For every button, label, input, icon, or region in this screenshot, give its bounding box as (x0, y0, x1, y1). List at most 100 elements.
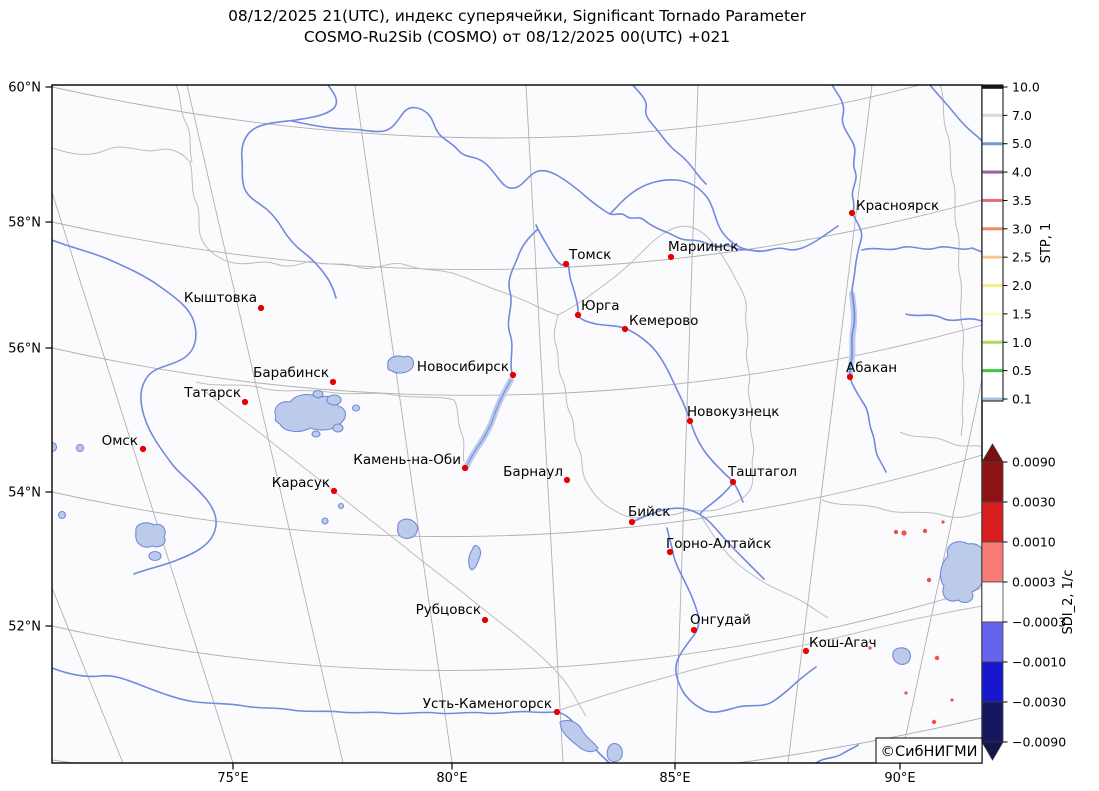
city-dot (139, 445, 147, 453)
stp-level-line (982, 397, 1003, 401)
city-marker: Кош-Агач (802, 635, 877, 655)
city-dot (628, 518, 636, 526)
city-dot (666, 548, 674, 556)
map-background (52, 85, 982, 763)
city-marker: Красноярск (848, 198, 939, 217)
city-label: Мариинск (668, 239, 738, 255)
city-label: Онгудай (690, 612, 751, 628)
city-label: Юрга (581, 298, 620, 314)
sdi2-tick-label: −0.0003 (1012, 615, 1066, 630)
city-dot (329, 378, 337, 386)
sdi2-tick-label: −0.0090 (1012, 735, 1066, 750)
lat-tick-label: 52°N (8, 620, 41, 635)
city-label: Красноярск (856, 198, 939, 214)
stp-level-line (982, 255, 1003, 259)
city-label: Барнаул (503, 464, 563, 480)
city-dot (574, 311, 582, 319)
city-marker: Томск (562, 247, 611, 268)
city-label: Бийск (628, 504, 670, 520)
sdi2-speck (941, 520, 945, 524)
stp-level-line (982, 284, 1003, 288)
city-marker: Карасук (272, 475, 338, 495)
city-dot (846, 373, 854, 381)
city-marker: Омск (102, 433, 147, 453)
sdi2-tick-label: 0.0010 (1012, 535, 1056, 550)
city-label: Таштагол (727, 464, 797, 480)
sdi2-segment (981, 621, 1004, 663)
sdi2-tick-label: 0.0003 (1012, 575, 1056, 590)
city-dot (802, 647, 810, 655)
stp-tick-label: 7.0 (1012, 108, 1032, 123)
city-label: Барабинск (253, 365, 329, 381)
city-marker: Татарск (183, 385, 249, 406)
lon-tick-label: 90°E (884, 771, 915, 786)
city-label: Новокузнецк (687, 404, 779, 420)
sdi2-tick-label: −0.0030 (1012, 695, 1066, 710)
stp-bar-outline (981, 84, 1004, 402)
city-markers: Кыштовка Омск Татарск Барабинск Новосибирск Т… (102, 198, 939, 716)
sdi2-speck (922, 528, 928, 534)
stp-tick-label: 2.5 (1012, 250, 1032, 265)
stp-level-line (982, 227, 1003, 231)
city-label: Рубцовск (416, 602, 481, 618)
city-marker: Кыштовка (184, 290, 265, 312)
city-label: Татарск (183, 385, 241, 401)
stp-level-line (982, 170, 1003, 174)
city-label: Абакан (846, 360, 897, 376)
city-label: Томск (568, 247, 611, 263)
sdi2-arrow-up (981, 443, 1004, 463)
city-dot (690, 626, 698, 634)
sdi2-speck (926, 577, 932, 583)
city-marker: Онгудай (690, 612, 751, 634)
sdi2-tick-label: −0.0010 (1012, 655, 1066, 670)
city-label: Карасук (272, 475, 330, 491)
stp-tick-label: 4.0 (1012, 165, 1032, 180)
city-marker: Барабинск (253, 365, 337, 386)
sdi2-colorbar-label: SDI_2, 1/c (1061, 570, 1076, 635)
title-line-2: COSMO-Ru2Sib (COSMO) от 08/12/2025 00(UT… (303, 28, 731, 46)
credit-text: ©СибНИГМИ (881, 744, 978, 760)
city-label: Усть-Каменогорск (423, 696, 552, 712)
graticule-grid (52, 85, 982, 763)
city-dot (686, 417, 694, 425)
sdi2-segment (981, 581, 1004, 623)
city-dot (481, 616, 489, 624)
stp-tick-label: 3.0 (1012, 221, 1032, 236)
city-dot (621, 325, 629, 333)
stp-level-line (982, 198, 1003, 202)
stp-level-line (982, 369, 1003, 373)
city-marker: Таштагол (727, 464, 797, 486)
city-label: Кыштовка (184, 290, 257, 306)
city-label: Кош-Агач (809, 635, 877, 651)
city-marker: Рубцовск (416, 602, 489, 624)
city-marker: Кемерово (621, 313, 698, 333)
stp-tick-label: 0.5 (1012, 363, 1032, 378)
sdi2-speck (868, 646, 872, 650)
sdi2-segment (981, 541, 1004, 583)
stp-level-line (982, 340, 1003, 344)
city-marker: Камень-на-Оби (353, 452, 469, 472)
city-marker: Юрга (574, 298, 620, 319)
sdi2-speck (934, 655, 940, 661)
stp-colorbar: 10.0 7.0 5.0 4.0 3.5 3.0 2.5 2.0 1.5 1.0 0.5 0.1 (981, 80, 1040, 407)
map-frame (51, 84, 983, 764)
city-dot (553, 708, 561, 716)
sdi2-segment (981, 701, 1004, 743)
city-dot (461, 464, 469, 472)
lat-tick-label: 56°N (8, 342, 41, 357)
city-dot (562, 260, 570, 268)
lat-tick-label: 54°N (8, 486, 41, 501)
city-marker: Барнаул (503, 464, 571, 484)
city-marker: Бийск (628, 504, 670, 526)
sdi2-speck (904, 691, 908, 695)
stp-tick-label: 0.1 (1012, 392, 1032, 407)
latitude-axis: 60°N 58°N 56°N 54°N 52°N (8, 81, 52, 635)
city-label: Новосибирск (417, 359, 509, 375)
city-dot (667, 253, 675, 261)
credit-box: ©СибНИГМИ (875, 737, 983, 764)
sdi2-tick-label: 0.0030 (1012, 495, 1056, 510)
city-marker: Мариинск (667, 239, 738, 261)
sdi2-segment (981, 501, 1004, 543)
sdi2-signal-specks (868, 520, 954, 725)
stp-tick-label: 10.0 (1012, 80, 1040, 95)
